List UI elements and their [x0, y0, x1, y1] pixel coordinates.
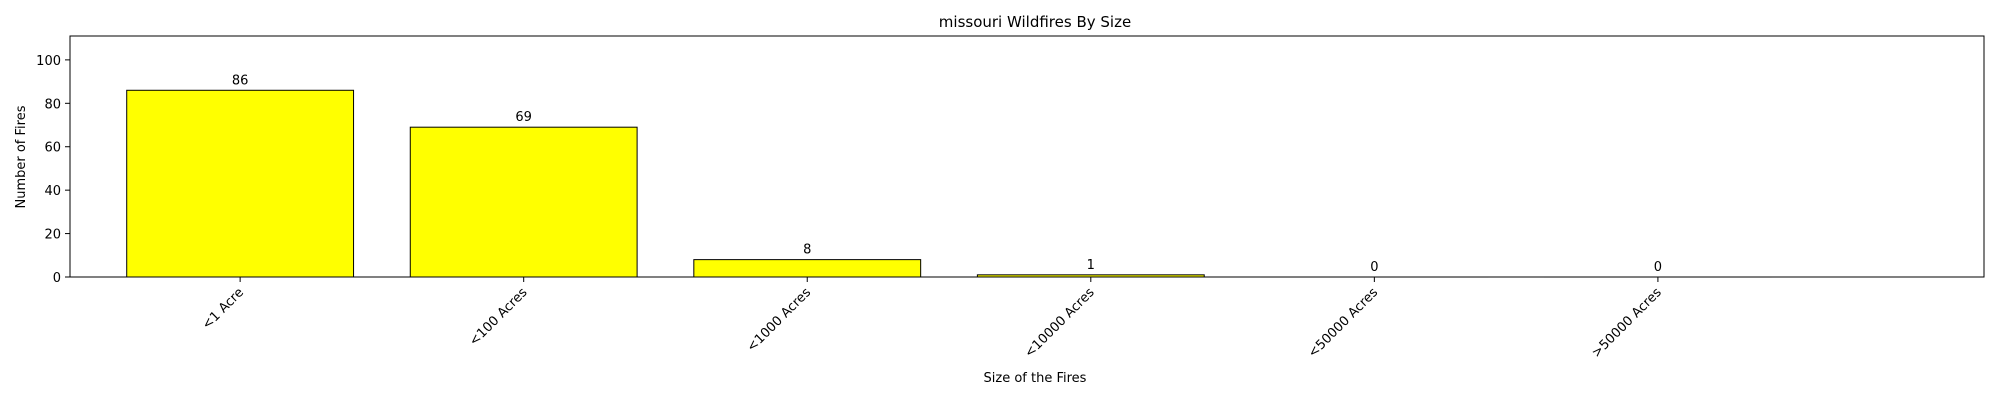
y-tick-label-0: 0: [53, 271, 61, 286]
bar-1: [409, 126, 638, 278]
y-tick-label-1: 20: [44, 228, 61, 243]
bar-value-label-3: 1: [1087, 258, 1095, 273]
bar-value-label-4: 0: [1370, 260, 1378, 275]
bar-0: [126, 89, 355, 278]
x-tick-label-2: <1000 Acres: [744, 285, 814, 355]
y-tick-label-4: 80: [44, 97, 61, 112]
y-axis: 0 20 40 60 80 100: [36, 54, 70, 286]
x-axis: <1 Acre <100 Acres <1000 Acres <10000 Acres…: [199, 277, 1665, 361]
x-tick-label-1: <100 Acres: [467, 285, 531, 349]
y-tick-label-3: 60: [44, 141, 61, 156]
bar-2: [693, 259, 922, 278]
x-tick-label-4: <50000 Acres: [1306, 285, 1382, 361]
bar-value-label-2: 8: [803, 243, 811, 258]
plot-frame: [69, 35, 1985, 278]
bars-group: 86 69 8 1 0 0: [126, 73, 1772, 278]
bar-value-label-1: 69: [515, 110, 532, 125]
x-tick-label-5: >50000 Acres: [1589, 285, 1665, 361]
bar-value-label-0: 86: [232, 73, 249, 88]
x-tick-label-0: <1 Acre: [199, 285, 246, 332]
x-axis-label: Size of the Fires: [984, 371, 1087, 386]
chart-title: missouri Wildfires By Size: [939, 13, 1131, 31]
y-axis-label: Number of Fires: [14, 105, 29, 208]
y-tick-label-5: 100: [36, 54, 61, 69]
x-tick-label-3: <10000 Acres: [1022, 285, 1098, 361]
y-tick-label-2: 40: [44, 184, 61, 199]
bar-value-label-5: 0: [1654, 260, 1662, 275]
